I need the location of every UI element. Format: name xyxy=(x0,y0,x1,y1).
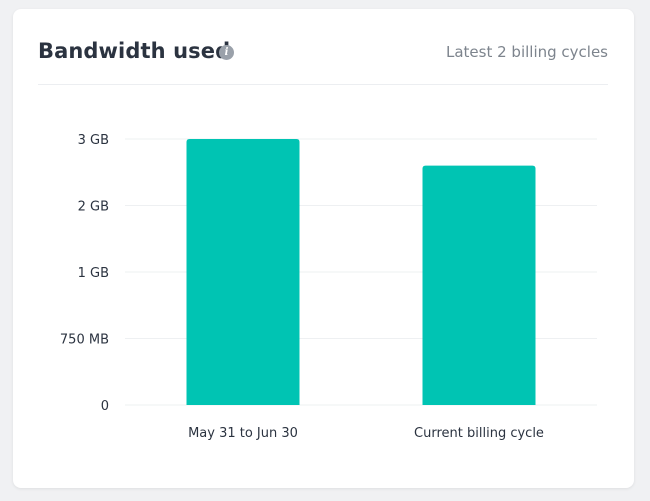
card-header: Bandwidth used i Latest 2 billing cycles xyxy=(38,9,608,85)
card-subtitle: Latest 2 billing cycles xyxy=(445,43,608,61)
y-tick-label: 750 MB xyxy=(60,333,109,348)
bandwidth-card: Bandwidth used i Latest 2 billing cycles… xyxy=(13,9,634,488)
card-title: Bandwidth used xyxy=(38,39,231,63)
y-tick-label: 0 xyxy=(101,399,109,414)
bar[interactable] xyxy=(186,139,300,405)
bar[interactable] xyxy=(422,165,536,405)
info-icon[interactable]: i xyxy=(219,45,234,60)
y-tick-label: 1 GB xyxy=(78,266,109,281)
bandwidth-chart: 0 750 MB 1 GB 2 GB 3 GB May 31 to Jun 30 Curre… xyxy=(60,133,597,441)
y-tick-label: 3 GB xyxy=(78,133,109,148)
x-category-label: May 31 to Jun 30 xyxy=(188,426,298,441)
y-tick-label: 2 GB xyxy=(78,200,109,215)
x-category-label: Current billing cycle xyxy=(414,426,544,441)
